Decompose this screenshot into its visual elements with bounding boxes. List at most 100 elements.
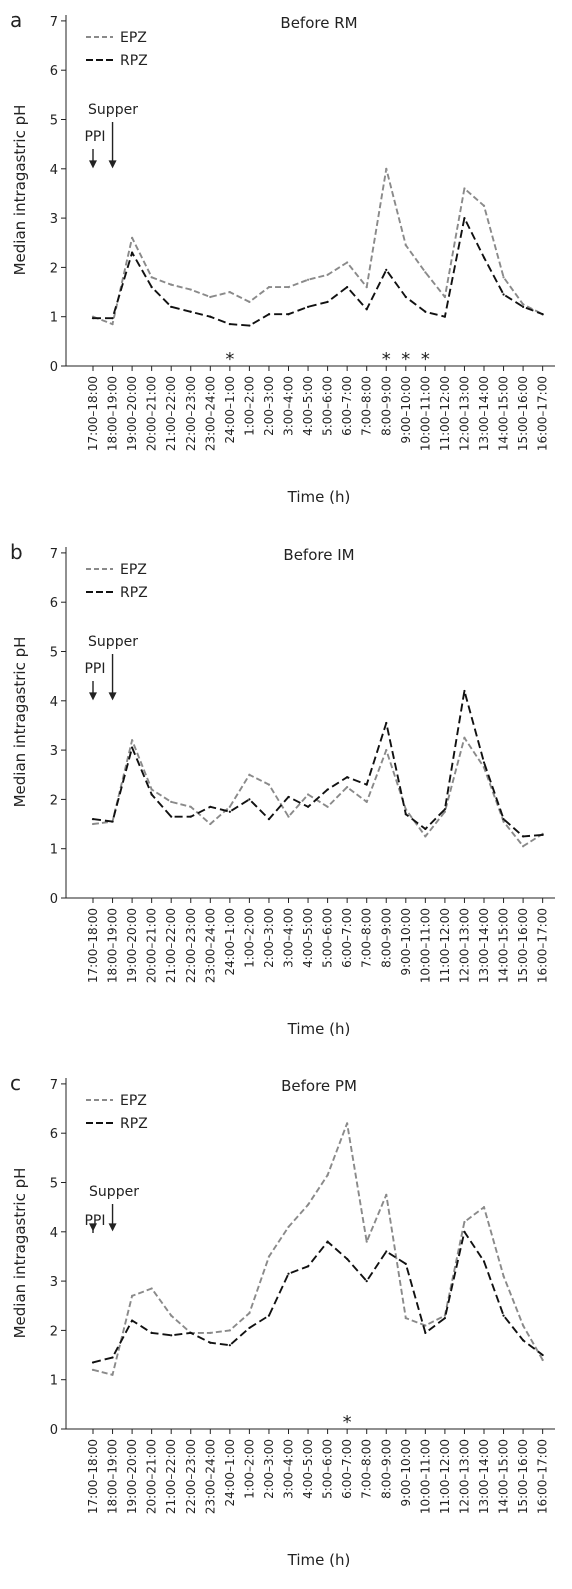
data-point-epz [267,286,271,289]
y-tick-label: 0 [50,360,58,375]
data-point-epz [522,1324,525,1327]
data-point-epz [228,290,231,294]
x-tick-label: 6:00–7:00 [340,908,354,968]
y-tick-label: 6 [50,596,58,611]
significance-asterisk: * [225,349,234,370]
data-point-epz [482,204,486,207]
chart-panel-b: b Before IM 0 1 2 3 4 5 6 7 17:00–18:00 18:00–19:00… [10,540,555,1038]
data-point-rpz [385,721,388,725]
data-point-epz [209,1331,212,1334]
y-axis-label: Median intragastric pH [11,105,29,276]
data-point-epz [306,278,310,281]
x-tick-label: 2:00–3:00 [262,908,276,968]
ppi-annotation: PPI [84,1213,105,1229]
data-point-epz [306,793,310,796]
data-point-epz [228,1329,231,1332]
supper-annotation: Supper [88,634,138,650]
arrow-down-icon [89,160,97,169]
panel-letter: b [10,540,23,564]
data-point-rpz [424,827,427,831]
data-point-rpz [287,1272,290,1275]
x-tick-label: 1:00–2:00 [242,376,256,436]
y-tick-label: 0 [50,1423,58,1438]
legend-label-epz: EPZ [120,30,147,46]
data-point-epz [443,1314,446,1317]
series-line-rpz [92,689,543,838]
data-point-epz [287,815,290,818]
x-tick-label: 7:00–8:00 [360,908,374,968]
data-point-rpz [131,1319,134,1322]
y-tick-label: 4 [50,1226,58,1241]
data-point-rpz [209,315,212,318]
y-axis-label: Median intragastric pH [11,637,29,808]
y-axis-label: Median intragastric pH [11,1168,29,1339]
x-tick-label: 22:00–23:00 [184,1439,198,1514]
data-point-rpz [209,1341,212,1344]
data-point-rpz [443,315,446,318]
data-point-rpz [248,324,251,327]
y-tick-label: 1 [50,843,58,858]
arrow-down-icon [108,1223,117,1232]
data-point-rpz [326,788,329,791]
data-point-epz [170,800,173,803]
arrow-down-icon [89,1223,97,1232]
data-point-epz [170,283,173,286]
data-point-epz [404,1316,407,1320]
data-point-rpz [326,1240,329,1243]
y-tick-label: 7 [50,15,58,30]
data-point-rpz [346,1257,349,1261]
y-tick-label: 1 [50,311,58,326]
data-point-epz [385,1193,388,1196]
data-point-rpz [228,322,231,326]
y-tick-label: 3 [50,744,58,759]
series-line-rpz [92,1230,544,1364]
data-point-epz [189,805,192,808]
x-tick-label: 3:00–4:00 [282,908,296,968]
data-point-rpz [385,1250,388,1253]
x-tick-label: 13:00–14:00 [477,1439,491,1514]
data-point-epz [189,288,192,291]
data-point-epz [346,785,349,789]
data-point-rpz [502,818,505,821]
y-tick-label: 7 [50,1078,58,1093]
data-point-rpz [326,300,329,304]
data-point-rpz [541,833,544,836]
x-tick-label: 10:00–11:00 [418,376,432,451]
data-point-rpz [131,251,134,254]
data-point-rpz [248,798,251,801]
data-point-rpz [365,783,368,786]
data-point-epz [346,261,349,264]
data-point-epz [404,244,407,247]
x-tick-label: 22:00–23:00 [184,908,198,983]
data-point-epz [326,273,329,276]
data-point-epz [424,835,427,838]
data-point-epz [326,1174,329,1177]
data-point-epz [131,236,134,239]
data-point-epz [385,167,388,170]
x-tick-label: 9:00–10:00 [399,1439,413,1507]
data-point-rpz [443,1316,446,1320]
data-point-rpz [170,1334,173,1337]
data-point-rpz [91,317,95,320]
x-tick-label: 8:00–9:00 [379,1439,393,1499]
data-point-rpz [346,776,349,779]
x-tick-label: 5:00–6:00 [321,908,335,968]
x-tick-label: 24:00–1:00 [223,1439,237,1507]
data-point-epz [111,1373,114,1376]
x-tick-label: 19:00–20:00 [125,908,139,983]
y-tick-label: 2 [50,793,58,808]
data-point-rpz [91,818,95,821]
data-point-rpz [306,1265,310,1268]
data-point-rpz [287,313,290,316]
data-point-epz [326,805,329,808]
x-tick-label: 15:00–16:00 [516,1439,530,1514]
data-point-epz [150,788,153,791]
data-point-rpz [189,310,192,313]
data-point-epz [502,1275,505,1278]
data-point-rpz [111,317,114,320]
data-point-epz [248,773,251,776]
y-tick-label: 0 [50,892,58,907]
data-point-rpz [267,1314,271,1317]
y-tick-label: 5 [50,114,58,129]
data-point-rpz [522,305,525,308]
